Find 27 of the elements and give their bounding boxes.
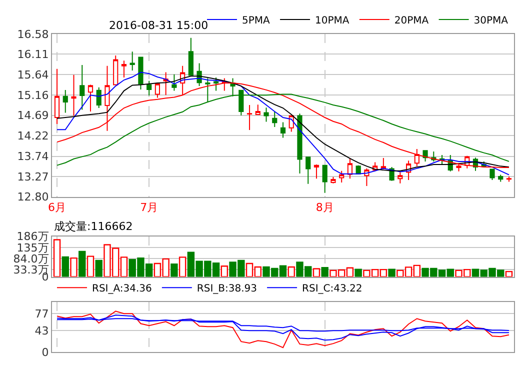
y-tick-label: 14.69 bbox=[17, 109, 49, 122]
y-tick-label: 16.11 bbox=[17, 48, 49, 62]
y-tick-label: 0 bbox=[42, 346, 49, 359]
y-tick-label: 186万 bbox=[16, 230, 49, 244]
legend-label: 5PMA bbox=[242, 15, 270, 26]
y-tick-label: 14.22 bbox=[17, 129, 49, 142]
y-tick-label: 84.0万 bbox=[13, 252, 49, 266]
x-tick-label: 8月 bbox=[316, 200, 334, 214]
legend-label: RSI_C:43.22 bbox=[302, 284, 362, 295]
y-tick-label: 13.74 bbox=[17, 150, 49, 164]
legend-label: RSI_B:38.93 bbox=[196, 284, 258, 295]
legend-label: 20PMA bbox=[394, 15, 429, 26]
chart-title: 成交量:116662 bbox=[54, 220, 133, 233]
legend-label: 10PMA bbox=[315, 15, 350, 26]
y-tick-label: 15.64 bbox=[17, 68, 49, 82]
y-tick-label: 15.16 bbox=[17, 88, 49, 102]
legend-label: RSI_A:34.36 bbox=[92, 284, 152, 295]
x-tick-label: 6月 bbox=[48, 200, 66, 214]
y-tick-label: 13.27 bbox=[17, 170, 49, 184]
legend-label: 30PMA bbox=[474, 15, 508, 26]
y-tick-label: 12.80 bbox=[17, 190, 49, 204]
y-tick-label: 135万 bbox=[16, 241, 49, 254]
y-tick-label: 43 bbox=[34, 324, 49, 338]
y-tick-label: 77 bbox=[34, 307, 49, 320]
x-tick-label: 7月 bbox=[140, 200, 158, 214]
y-tick-label: 16.58 bbox=[17, 28, 49, 41]
chart-title: 2016-08-31 15:00 bbox=[109, 19, 208, 32]
